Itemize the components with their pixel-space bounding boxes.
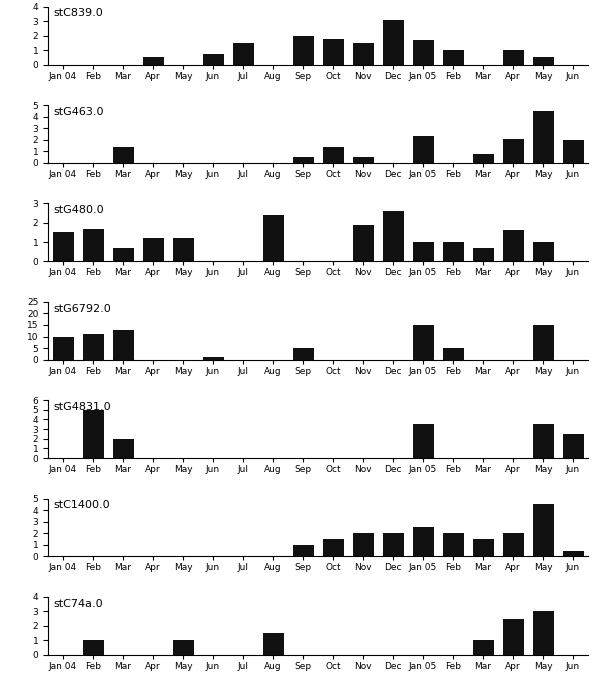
- Bar: [413, 136, 433, 163]
- Bar: [533, 111, 554, 163]
- Bar: [83, 334, 104, 360]
- Bar: [563, 434, 583, 458]
- Bar: [113, 329, 133, 360]
- Bar: [113, 146, 133, 163]
- Bar: [143, 238, 163, 261]
- Bar: [203, 55, 223, 65]
- Bar: [533, 242, 554, 261]
- Bar: [53, 232, 74, 261]
- Text: stC74a.0: stC74a.0: [53, 599, 103, 609]
- Text: stG480.0: stG480.0: [53, 205, 104, 215]
- Bar: [443, 242, 464, 261]
- Bar: [443, 348, 464, 360]
- Text: stC839.0: stC839.0: [53, 9, 103, 18]
- Bar: [473, 154, 493, 163]
- Bar: [83, 410, 104, 458]
- Bar: [263, 215, 284, 261]
- Bar: [143, 57, 163, 65]
- Bar: [233, 43, 254, 65]
- Bar: [293, 545, 314, 556]
- Bar: [533, 504, 554, 556]
- Text: stG6792.0: stG6792.0: [53, 304, 111, 314]
- Bar: [293, 348, 314, 360]
- Bar: [173, 238, 193, 261]
- Bar: [263, 633, 284, 655]
- Bar: [413, 325, 433, 360]
- Text: stC1400.0: stC1400.0: [53, 500, 110, 510]
- Bar: [503, 618, 523, 655]
- Bar: [533, 425, 554, 458]
- Bar: [443, 533, 464, 556]
- Bar: [473, 641, 493, 655]
- Bar: [473, 248, 493, 261]
- Bar: [323, 38, 343, 65]
- Bar: [173, 641, 193, 655]
- Bar: [413, 40, 433, 65]
- Bar: [503, 50, 523, 65]
- Bar: [83, 229, 104, 261]
- Text: stG4831.0: stG4831.0: [53, 402, 111, 412]
- Bar: [53, 337, 74, 360]
- Bar: [473, 539, 493, 556]
- Bar: [413, 425, 433, 458]
- Bar: [323, 539, 343, 556]
- Bar: [413, 242, 433, 261]
- Bar: [113, 248, 133, 261]
- Bar: [503, 230, 523, 261]
- Bar: [353, 157, 373, 163]
- Bar: [563, 140, 583, 163]
- Bar: [293, 157, 314, 163]
- Bar: [533, 612, 554, 655]
- Bar: [413, 527, 433, 556]
- Bar: [503, 138, 523, 163]
- Bar: [383, 211, 404, 261]
- Bar: [533, 325, 554, 360]
- Text: stG463.0: stG463.0: [53, 107, 104, 117]
- Bar: [503, 533, 523, 556]
- Bar: [83, 641, 104, 655]
- Bar: [203, 357, 223, 360]
- Bar: [443, 50, 464, 65]
- Bar: [113, 439, 133, 458]
- Bar: [383, 533, 404, 556]
- Bar: [353, 225, 373, 261]
- Bar: [563, 551, 583, 556]
- Bar: [323, 146, 343, 163]
- Bar: [533, 57, 554, 65]
- Bar: [383, 20, 404, 65]
- Bar: [353, 533, 373, 556]
- Bar: [353, 43, 373, 65]
- Bar: [293, 36, 314, 65]
